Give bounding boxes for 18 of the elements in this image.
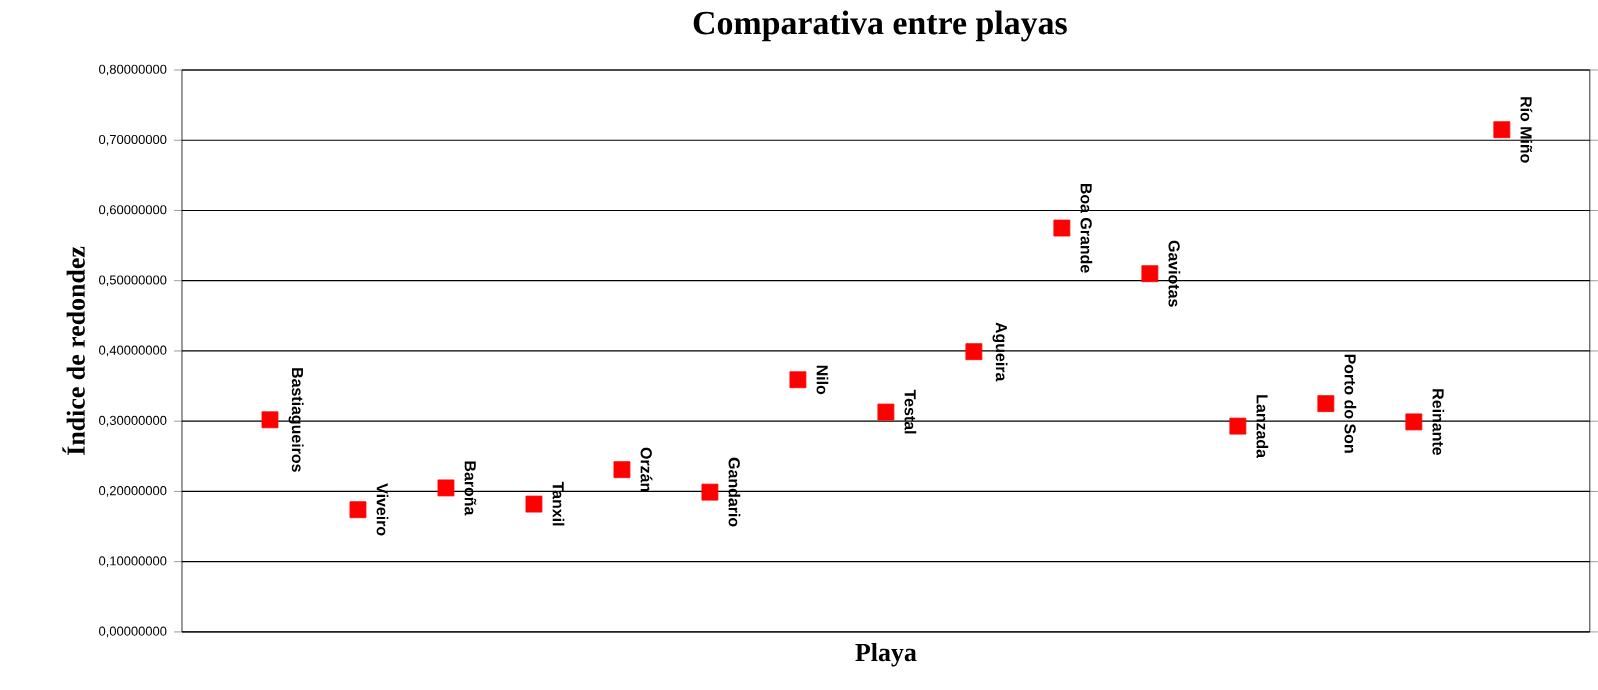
- point: [1493, 121, 1511, 139]
- chart-title: Comparativa entre playas: [693, 10, 1067, 42]
- point: [613, 461, 631, 479]
- point: [1229, 417, 1247, 435]
- point: [525, 495, 543, 513]
- y-axis-title: Índice de redondez: [62, 246, 85, 455]
- point: [701, 483, 719, 501]
- point: [1317, 395, 1335, 413]
- point: [789, 371, 807, 389]
- point: [261, 411, 279, 429]
- point: [349, 501, 367, 519]
- point: [1053, 219, 1071, 237]
- x-axis-title: Playa: [855, 642, 917, 667]
- point: [965, 343, 983, 361]
- point: [437, 479, 455, 497]
- point: [877, 403, 895, 421]
- point: [1141, 265, 1159, 283]
- point: [1405, 413, 1423, 431]
